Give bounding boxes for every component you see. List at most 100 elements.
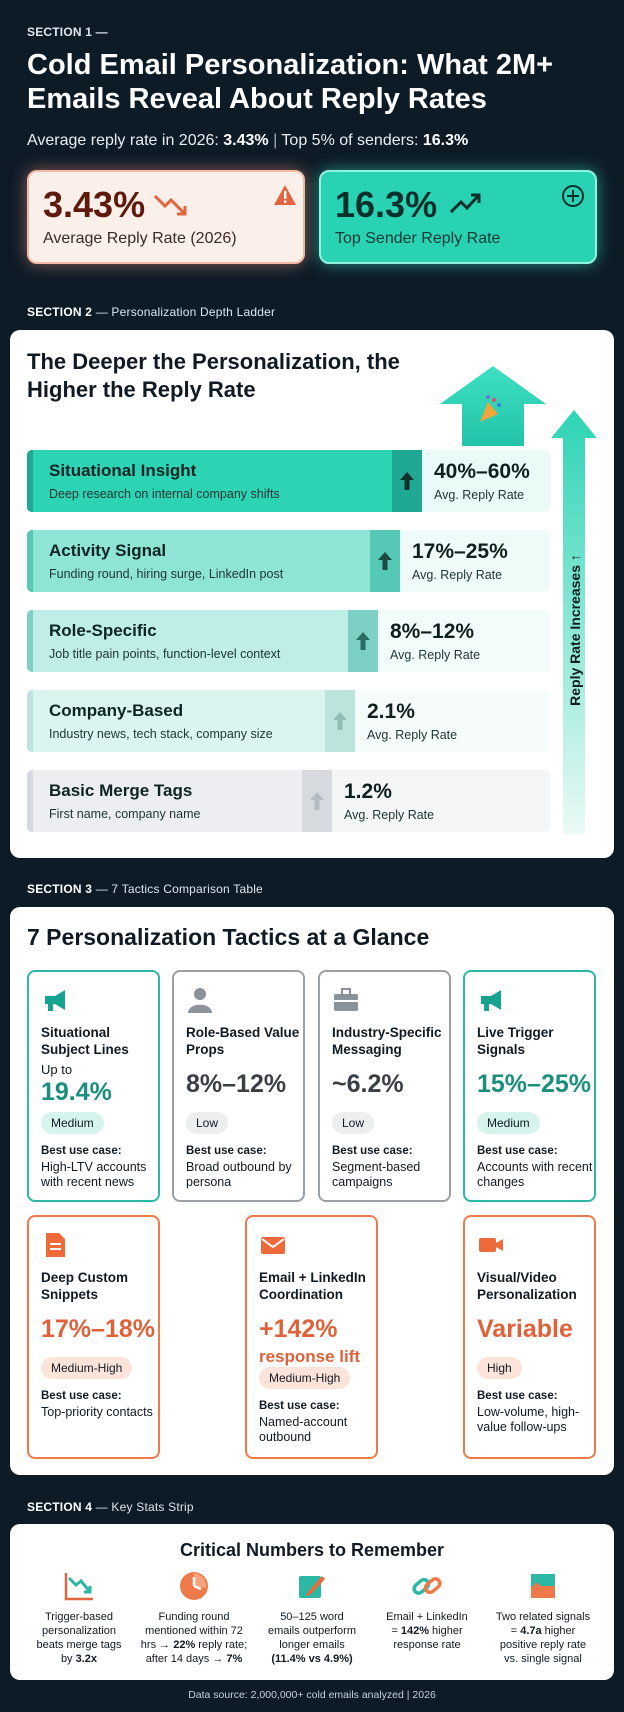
tactic-card: Role-Based Value Props 8%–12% Low Best use … [172,970,305,1202]
key-stat-line: personalization [42,1625,116,1637]
effort-level-badge: Low [332,1112,375,1134]
avg-reply-rate-value: 3.43% [43,184,146,225]
avg-reply-rate-card: 3.43% Average Reply Rate (2026) [27,170,305,264]
best-use-label: Best use case: [332,1145,413,1157]
key-stat-line: vs. single signal [504,1653,582,1665]
best-use-text: Broad outbound by persona [186,1160,292,1189]
rung-edge [27,450,33,512]
section-1-label: SECTION 1 — [27,25,108,39]
key-stat-text: Email + LinkedIn = 142% higher response ra… [371,1610,483,1652]
tactic-card: Live Trigger Signals 15%–25% Medium Best us… [463,970,596,1202]
ladder-title: The Deeper the Personalization, the High… [27,349,400,402]
rung-fill [27,770,302,832]
rung-edge [27,770,33,832]
key-stat-line: emails outperform [267,1625,357,1637]
rung-reply-rate: 8%–12% [390,620,475,643]
key-stat-line: Email + LinkedIn [386,1611,468,1623]
best-use-text: High-LTV accounts with recent news [41,1160,147,1189]
tactic-name: Role-Based Value Props [186,1025,300,1057]
tactic-value-suffix: response lift [259,1347,361,1366]
stats-card [10,1524,614,1680]
ladder-rung: Role-Specific Job title pain points, func… [27,610,550,672]
puzzle-icon [531,1574,555,1598]
best-use-label: Best use case: [186,1145,267,1157]
ladder-rung: Basic Merge Tags First name, company name… [27,770,550,832]
rung-fill [27,610,348,672]
rung-reply-rate: 1.2% [344,780,392,803]
link-icon [412,1577,442,1595]
rung-name: Role-Specific [49,621,157,640]
effort-level-badge: Medium-High [259,1367,351,1389]
key-stat-line: 50–125 word [280,1611,344,1623]
key-stat-line: beats merge tags [36,1639,122,1651]
tactic-value: 19.4% [41,1078,112,1106]
rung-edge [27,610,33,672]
key-stat-line: by 3.2x [60,1653,98,1665]
key-stat-line: = 142% higher [391,1625,463,1637]
tactic-card: Industry-Specific Messaging ~6.2% Low Best … [318,970,451,1202]
best-use-text: Named-account outbound [259,1415,348,1444]
key-stat-text: 50–125 word emails outperform longer email… [256,1610,368,1666]
best-use-text: Low-volume, high-value follow-ups [477,1405,580,1434]
rung-edge [27,530,33,592]
rung-fill [27,530,370,592]
subtitle-mid: Top 5% of senders: [281,132,419,149]
key-stat-line: longer emails [279,1639,345,1651]
rung-description: Funding round, hiring surge, LinkedIn po… [49,567,284,581]
rung-edge [27,690,33,752]
page-subtitle: Average reply rate in 2026: 3.43% | Top … [27,132,469,149]
rung-name: Basic Merge Tags [49,781,193,800]
top-arrow-icon [440,366,546,446]
best-use-label: Best use case: [41,1145,122,1157]
rung-description: Industry news, tech stack, company size [49,727,273,741]
key-stat-line: (11.4% vs 4.9%) [271,1653,353,1665]
best-use-text: Accounts with recent changes [477,1160,593,1189]
tactic-value-prefix: Up to [41,1062,73,1077]
reply-rate-axis-label: Reply Rate Increases ↑ [567,554,583,706]
effort-level-badge: Medium [41,1112,104,1134]
key-stat-text: Two related signals = 4.7a higher positive… [487,1610,599,1666]
key-stat-text: Funding round mentioned within 72 hrs → 22… [138,1610,250,1666]
step-up-arrow-icon [310,792,324,810]
section-4-label-rest: — Key Stats Strip [95,1500,194,1514]
tactic-value: 17%–18% [41,1315,155,1343]
key-stat-line: Funding round [158,1611,230,1623]
page-title: Cold Email Personalization: What 2M+ Ema… [27,49,554,115]
ladder-rung: Situational Insight Deep research on inte… [27,450,550,512]
tactics-title: 7 Personalization Tactics at a Glance [27,924,430,950]
rung-description: Deep research on internal company shifts [49,487,280,501]
tactic-name: Email + LinkedIn Coordination [259,1270,366,1302]
section-3-label-bold: SECTION 3 [27,882,93,896]
effort-level-badge: High [477,1357,522,1379]
effort-level-badge: Medium-High [41,1357,133,1379]
warning-icon [274,185,296,205]
section-3-label-rest: — 7 Tactics Comparison Table [95,882,263,896]
rung-caption: Avg. Reply Rate [367,728,458,742]
tactic-value: ~6.2% [332,1070,404,1098]
tactic-card: Deep Custom Snippets 17%–18% Medium-High Be… [27,1215,160,1459]
subtitle-top: 16.3% [422,132,469,149]
chart-down-icon [64,1573,93,1601]
best-use-text: Segment-based campaigns [332,1160,421,1189]
key-stat-line: after 14 days → 7% [145,1653,243,1665]
best-use-text: Top-priority contacts [41,1405,153,1419]
subtitle-avg: 3.43% [223,132,269,149]
document-icon [46,1233,65,1257]
avg-reply-rate-caption: Average Reply Rate (2026) [43,230,237,247]
best-use-label: Best use case: [41,1390,122,1402]
clock-icon [180,1572,208,1600]
megaphone-icon [45,990,65,1011]
step-up-arrow-icon [333,712,347,730]
top-sender-rate-card: 16.3% Top Sender Reply Rate [319,170,597,264]
rung-reply-rate: 2.1% [367,700,415,723]
megaphone-icon [481,990,501,1011]
rung-name: Activity Signal [49,541,167,560]
person-icon [188,988,212,1013]
key-stat-line: Trigger-based [44,1611,114,1623]
key-stat-line: Two related signals [495,1611,591,1623]
rung-caption: Avg. Reply Rate [434,488,525,502]
step-up-arrow-icon [400,472,414,490]
key-stat-line: = 4.7a higher [510,1625,576,1637]
envelope-icon [261,1237,285,1254]
section-2-label-bold: SECTION 2 [27,305,93,319]
